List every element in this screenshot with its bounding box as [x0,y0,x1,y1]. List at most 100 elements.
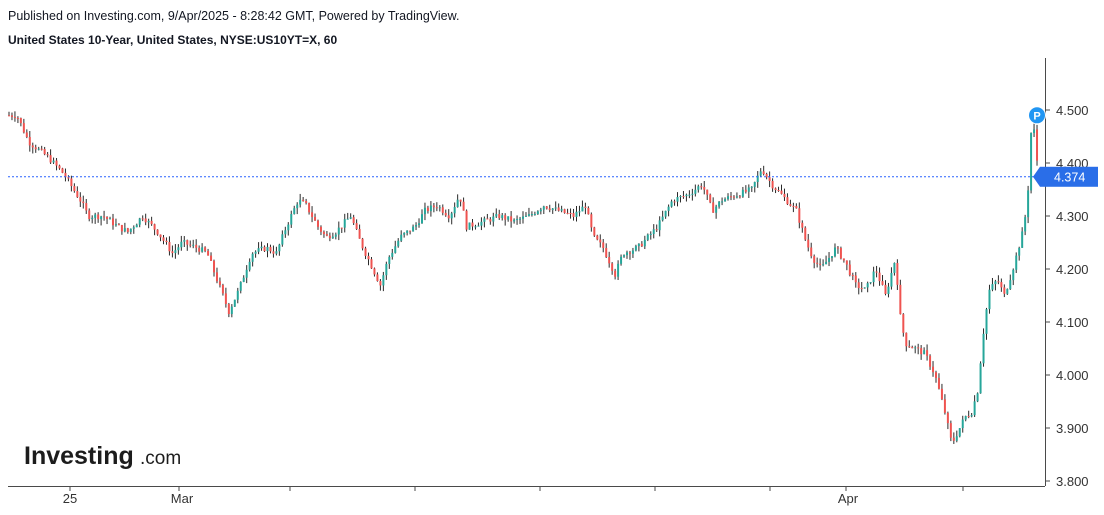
candle-body [833,247,836,257]
candle-body [917,347,920,349]
candle-body [114,224,117,226]
candle-body [637,243,640,247]
candle-body [703,186,706,190]
candle-body [584,206,587,208]
candle-body [123,228,126,232]
x-tick-label: Apr [838,491,859,506]
candle-body [281,234,284,245]
candle-body [935,372,937,378]
candle-body [465,210,468,230]
candle-body [729,196,732,198]
candle-body [964,416,967,420]
candle-body [640,243,643,247]
candle-body [343,219,346,228]
y-tick-label: 4.100 [1056,315,1089,330]
candle-body [860,288,863,290]
candle-body [19,118,22,124]
y-tick-label: 4.500 [1056,103,1089,118]
candle-body [649,233,652,235]
candle-body [64,172,67,178]
candle-body [138,218,141,225]
candle-body [311,212,314,217]
candle-body [346,218,349,220]
candle-body [866,283,869,288]
candle-body [923,350,926,355]
candle-body [504,215,507,220]
candle-body [198,247,201,252]
candle-body [902,314,905,333]
candle-body [899,284,902,315]
candle-body [1021,231,1024,248]
candle-body [522,216,525,219]
candle-body [263,246,266,252]
candle-body [100,216,103,220]
candle-body [444,212,447,216]
candle-body [519,218,522,220]
candle-body [468,222,471,230]
candle-body [715,206,718,213]
candle-body [688,194,691,196]
pivot-marker[interactable]: P [1028,106,1046,125]
candle-body [28,136,31,146]
candle-body [1036,129,1039,161]
candle-body [896,262,899,285]
candle-body [355,223,358,230]
candle-body [1033,129,1036,134]
candle-body [1009,280,1012,290]
candle-body [322,231,325,235]
candle-body [391,252,394,257]
candle-body [1018,247,1021,256]
candle-body [727,196,730,200]
candle-body [747,187,750,192]
candle-body [111,218,114,226]
candle-body [260,246,263,249]
candle-body [394,246,397,253]
candle-body [590,214,593,228]
candle-body [682,196,685,198]
candle-body [611,263,614,271]
candle-body [961,419,964,429]
candle-series [8,111,1039,444]
candle-body [477,225,480,227]
candle-body [340,227,343,229]
candle-body [842,258,845,261]
candle-body [985,309,988,334]
candle-body [777,190,780,192]
candle-body [435,207,438,209]
candle-body [213,260,216,273]
candle-body [150,220,153,225]
candle-body [631,250,634,254]
candle-body [453,207,456,214]
candle-body [94,214,97,218]
candle-body [34,147,37,150]
instrument-title: United States 10-Year, United States, NY… [8,33,338,47]
candle-body [825,261,828,265]
candle-body [548,208,551,211]
candle-body [251,253,254,262]
candle-body [474,226,477,228]
candle-body [432,205,435,208]
candle-body [103,216,106,218]
candle-body [144,218,147,223]
candle-body [284,230,287,235]
y-tick-label: 4.300 [1056,209,1089,224]
pivot-marker-label: P [1033,110,1040,122]
candle-body [798,208,801,223]
candle-body [61,168,64,173]
candle-body [507,216,510,220]
candle-body [822,264,825,266]
candle-body [388,256,391,264]
candle-body [76,191,79,198]
candle-body [863,287,866,289]
candle-body [129,228,132,232]
candle-body [385,263,388,276]
candle-body [1027,190,1030,218]
candle-body [400,234,403,241]
candle-body [566,212,569,214]
candle-body [358,229,361,239]
candle-body [750,186,753,188]
candle-body [780,190,783,194]
candle-body [628,252,631,254]
candle-body [447,215,450,219]
